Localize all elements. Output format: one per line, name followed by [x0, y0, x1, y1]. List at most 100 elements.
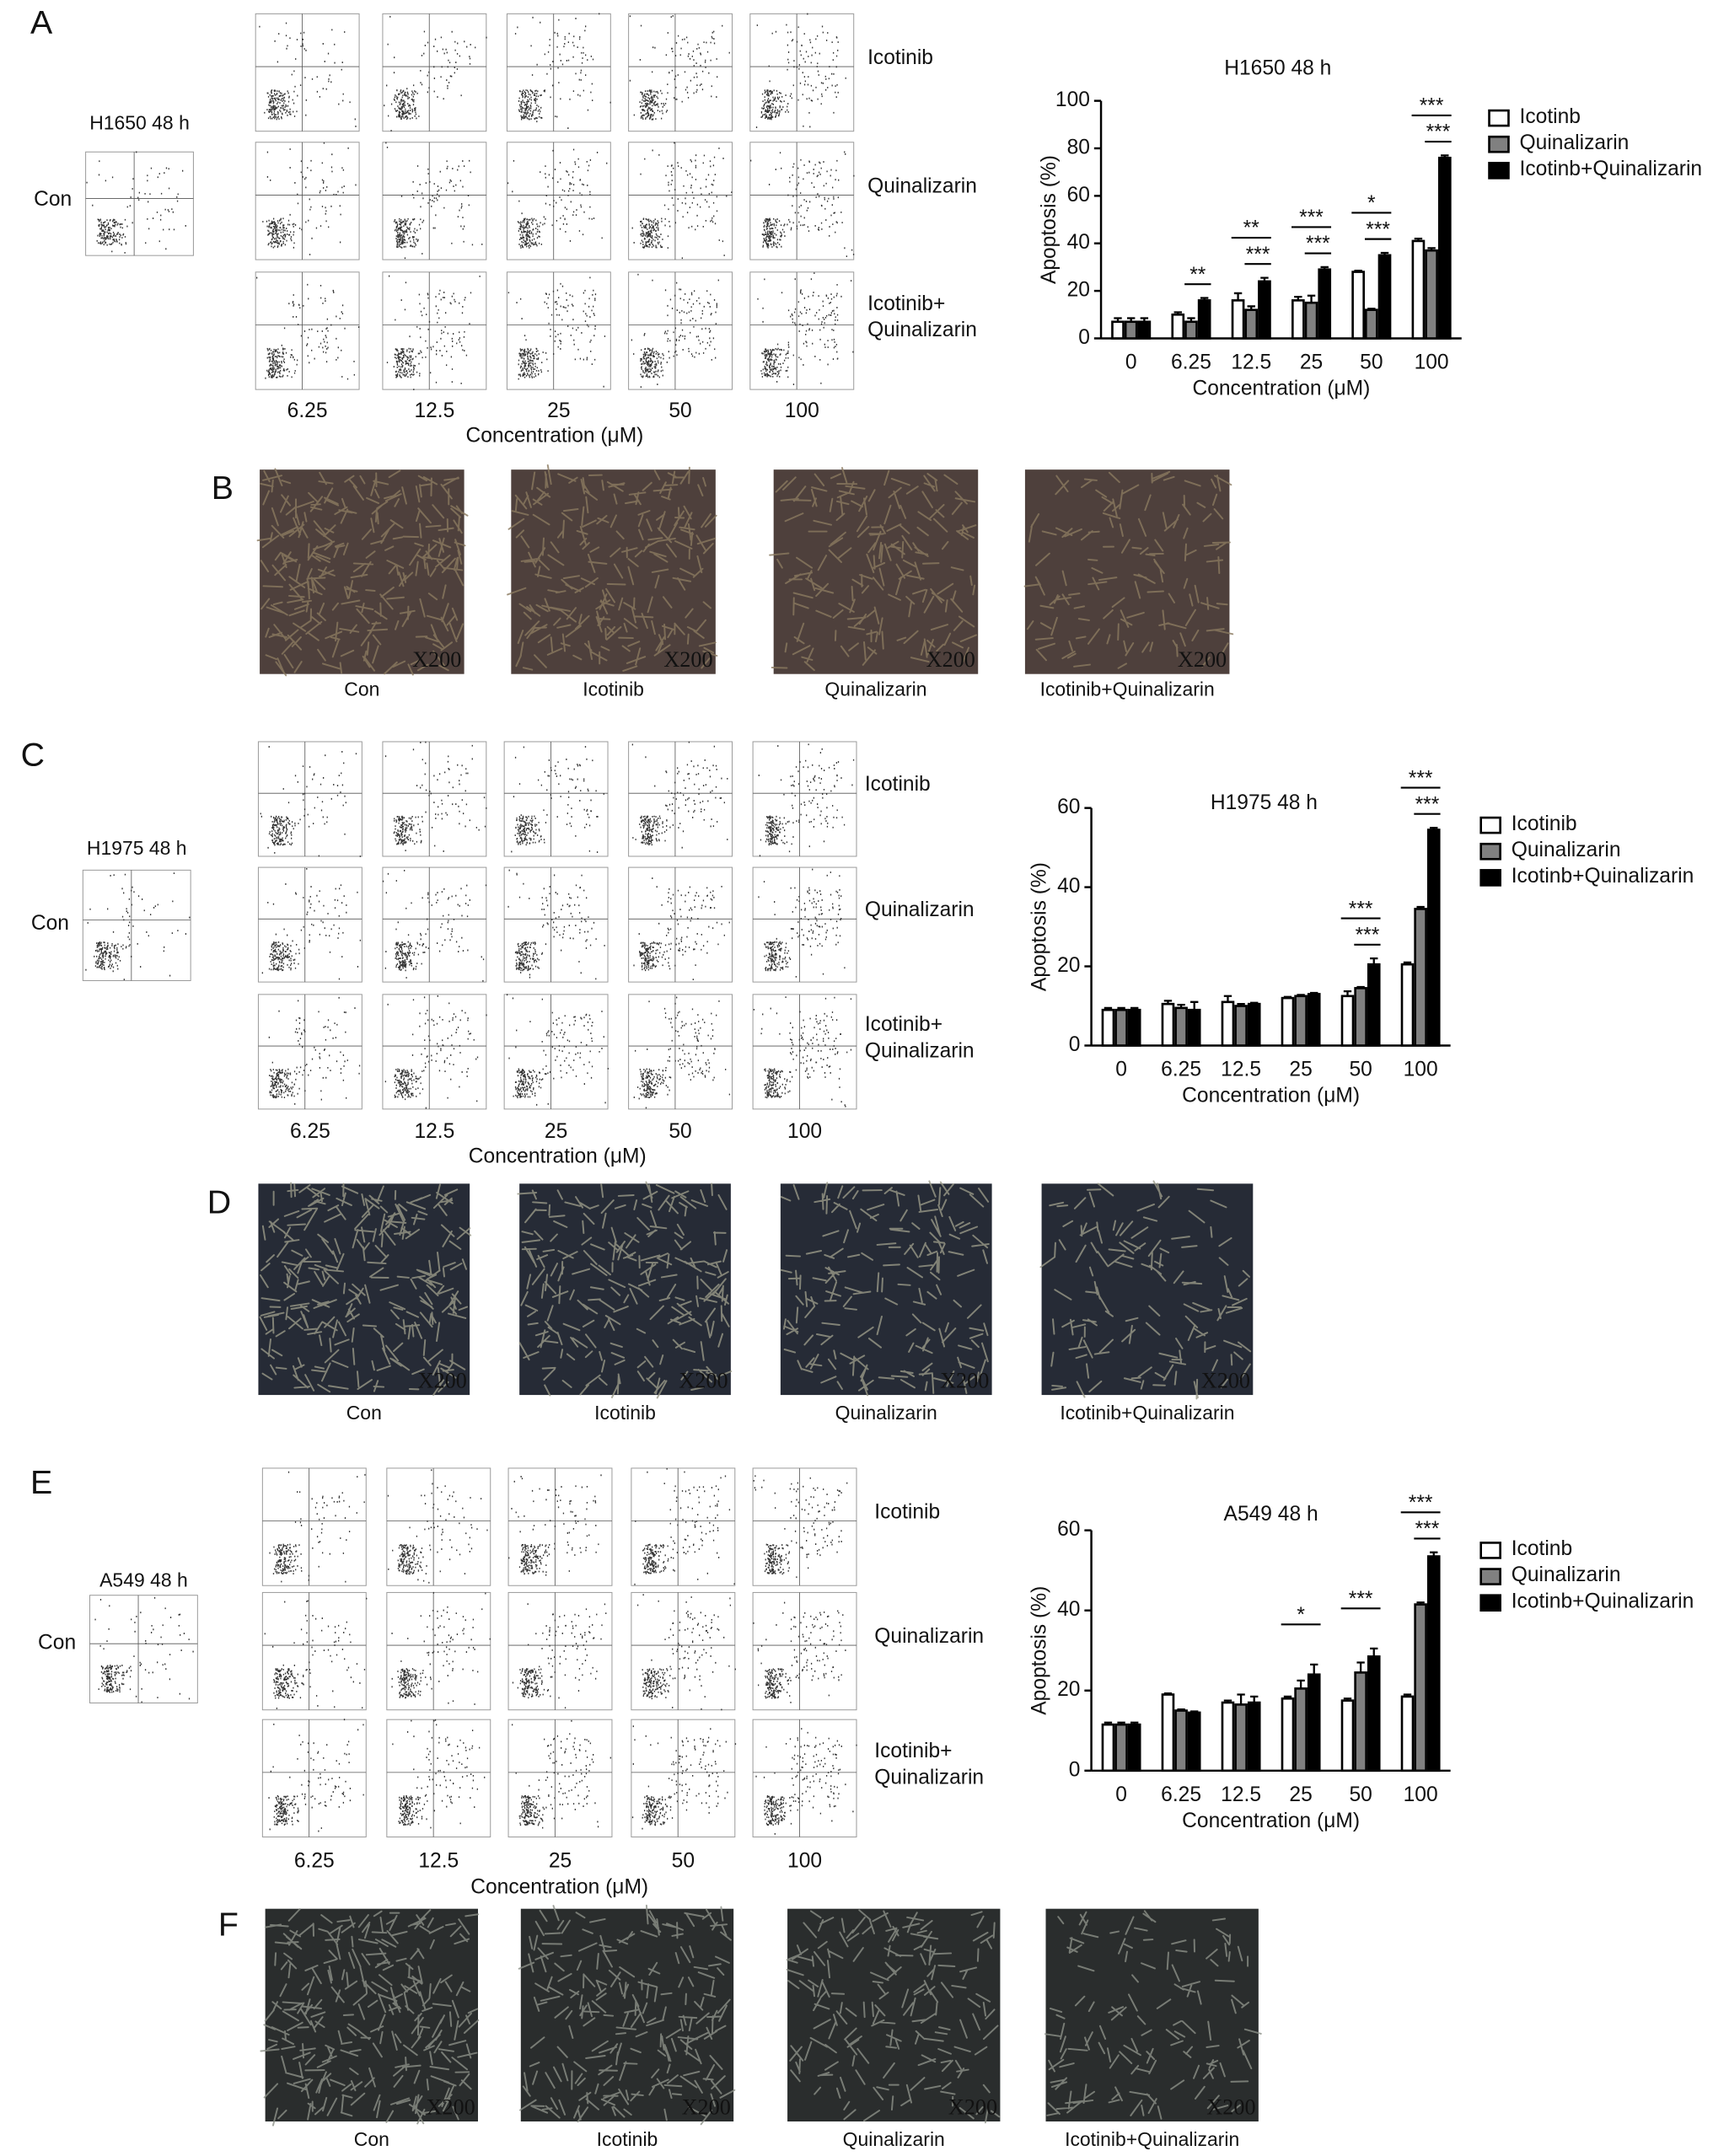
x-tick-label: 12.5 [1221, 1783, 1261, 1806]
flow-dots [508, 1474, 602, 1576]
error-bar [1237, 1693, 1245, 1705]
error-bar [1237, 1003, 1245, 1006]
error-bar [1320, 265, 1329, 270]
control-label: Con [34, 188, 72, 211]
chart-title: H1650 48 h [1224, 56, 1331, 79]
flow-plot [382, 866, 487, 983]
flow-dots [631, 741, 728, 849]
legend-swatch [1488, 162, 1510, 180]
flow-plot [628, 142, 733, 260]
flow-dots [94, 1596, 194, 1703]
bar [1187, 1711, 1201, 1773]
error-bar [1190, 1710, 1199, 1713]
chart-title: H1975 48 h [1211, 791, 1318, 814]
control-label: Con [38, 1632, 76, 1655]
cell-texture [769, 467, 978, 672]
magnification: X200 [412, 647, 461, 672]
legend-label: Icotinb+Quinalizarin [1520, 158, 1703, 180]
bar [1367, 1655, 1381, 1773]
row-label: Quinalizarin [867, 319, 977, 341]
y-tick-label: 60 [1067, 184, 1090, 206]
y-tick-label: 40 [1057, 875, 1080, 898]
bar [1221, 1000, 1235, 1047]
flow-dots [633, 996, 731, 1109]
panel-label: C [21, 736, 45, 773]
flow-dots [264, 1597, 368, 1709]
flow-dots [255, 276, 360, 380]
flow-dots [755, 1728, 857, 1835]
y-axis-label: Apoptosis (%) [1038, 155, 1061, 284]
flow-dots [268, 996, 361, 1105]
column-label: 6.25 [294, 1849, 335, 1872]
flow-plot [752, 866, 857, 983]
bar [1221, 1701, 1235, 1773]
bar [1137, 320, 1152, 340]
micrograph-caption: Icotinib [597, 2128, 658, 2150]
magnification: X200 [663, 647, 712, 672]
row-label: Quinalizarin [867, 175, 977, 198]
error-bar [1163, 1000, 1173, 1005]
error-bar [1173, 311, 1182, 315]
flow-dots [384, 15, 487, 131]
x-tick-label: 25 [1289, 1783, 1312, 1806]
x-tick-label: 0 [1115, 1058, 1127, 1081]
cell-line-label: H1975 48 h [87, 837, 187, 859]
micrograph-caption: Icotinib+Quinalizarin [1065, 2128, 1239, 2150]
cell-texture [259, 1182, 472, 1397]
error-bar [1294, 296, 1302, 301]
error-bar [1104, 1006, 1113, 1011]
flow-plot [257, 866, 362, 983]
error-bar [1356, 985, 1365, 989]
significance-label: *** [1409, 1492, 1433, 1515]
flow-dots [512, 1603, 607, 1709]
flow-dots [753, 1475, 848, 1579]
chart-title: A549 48 h [1224, 1503, 1318, 1526]
error-bar [1104, 1721, 1113, 1725]
flow-plot [261, 1591, 367, 1711]
cell-texture [260, 1908, 480, 2127]
significance-label: ** [1189, 264, 1206, 287]
row-label: Icotinib+ [865, 1013, 942, 1036]
x-axis-label: Concentration (μM) [1182, 1085, 1360, 1107]
panel-label: F [218, 1906, 239, 1943]
error-bar [1307, 294, 1316, 303]
bar [1294, 1687, 1308, 1773]
magnification: X200 [940, 1368, 989, 1392]
x-axis-label: Concentration (μM) [470, 1876, 648, 1899]
flow-plot [507, 1591, 613, 1711]
cell-texture [780, 1180, 990, 1397]
flow-dots [753, 1601, 846, 1703]
micrograph-caption: Icotinib+Quinalizarin [1040, 678, 1215, 700]
bar [1247, 1701, 1261, 1773]
bar [1425, 249, 1438, 340]
flow-dots [260, 746, 362, 857]
flow-dots [268, 1719, 364, 1832]
column-label: 6.25 [290, 1120, 330, 1143]
row-label: Quinalizarin [865, 898, 975, 921]
error-bar [1223, 995, 1232, 1002]
bar [1127, 1008, 1141, 1047]
panel-label: A [30, 4, 53, 41]
y-tick-label: 60 [1057, 796, 1080, 818]
cell-line-label: H1650 48 h [89, 112, 190, 134]
bar [1414, 908, 1427, 1047]
error-bar [1163, 1692, 1173, 1695]
bar [1364, 308, 1378, 340]
column-label: 12.5 [418, 1849, 459, 1872]
cell-texture [1044, 1910, 1262, 2120]
flow-plot [628, 994, 733, 1110]
legend-label: Icotinb [1512, 1537, 1572, 1560]
error-bar [1430, 826, 1438, 830]
flow-dots [753, 996, 852, 1107]
flow-dots [262, 142, 357, 255]
bar [1354, 1671, 1367, 1773]
flow-dots [507, 869, 605, 980]
flow-dots [392, 1719, 486, 1829]
x-tick-label: 6.25 [1161, 1783, 1201, 1806]
bar [1101, 1008, 1115, 1047]
legend-swatch [1488, 135, 1510, 153]
flow-dots [269, 1471, 366, 1583]
error-bar [1177, 1003, 1185, 1008]
column-label: 100 [785, 400, 819, 422]
bar [1340, 1699, 1355, 1773]
